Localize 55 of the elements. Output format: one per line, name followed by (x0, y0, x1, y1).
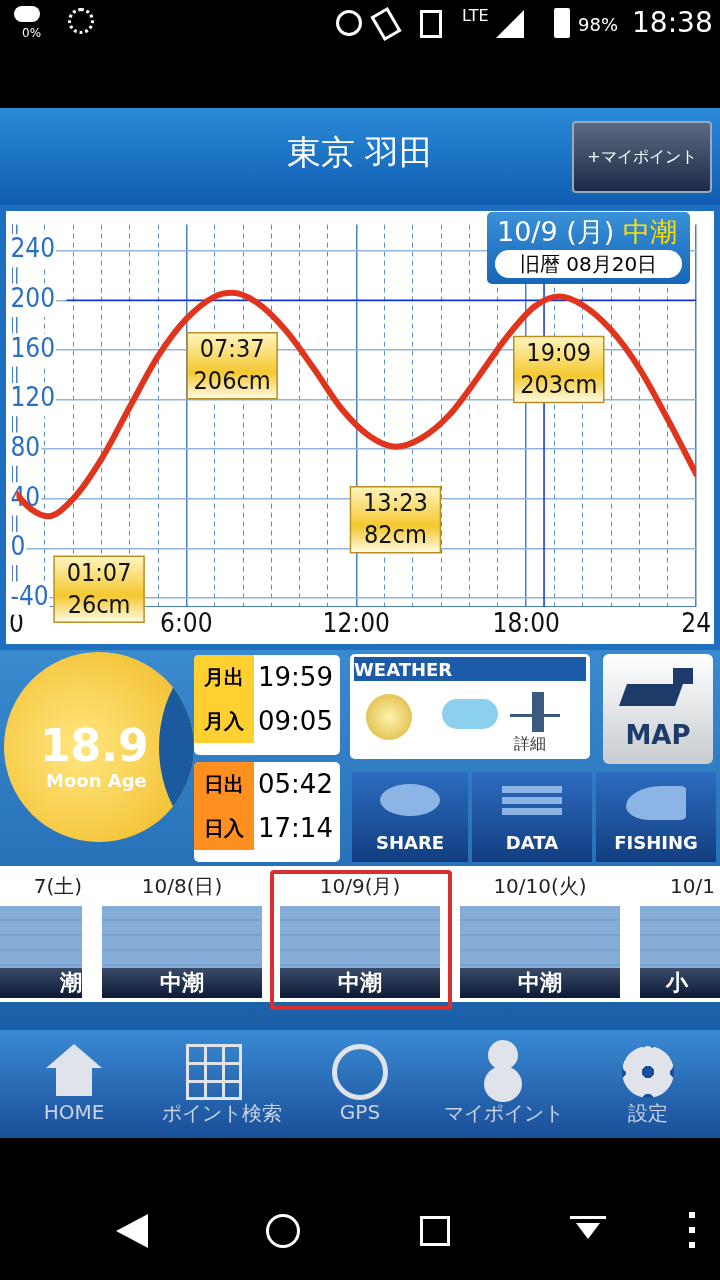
y-tick-label: 0 (10, 531, 26, 562)
annotation: 01:07 26cm (66, 557, 132, 619)
chart-title: 東京 羽田 (286, 132, 434, 172)
text: 10/1 (669, 873, 716, 900)
text: Moon Age (46, 770, 147, 791)
text: 潮 (0, 968, 82, 998)
annotation: 07:37 206cm (193, 334, 271, 396)
text: マイポイント (443, 1100, 565, 1127)
y-tick-label: 80 (10, 431, 41, 462)
text: FISHING (613, 832, 699, 853)
annotation: 10/9 (月) (497, 216, 615, 247)
y-tick-label: 120 (10, 382, 56, 413)
text: GPS (338, 1100, 382, 1124)
text: 19:59 (258, 662, 333, 692)
text: 月入 (194, 699, 254, 743)
annotation: 中潮 (622, 216, 677, 247)
text: 設定 (627, 1100, 669, 1127)
text: HOME (42, 1100, 106, 1124)
annotation: 19:09 203cm (520, 338, 598, 400)
text: 0% (22, 26, 42, 40)
text: 小 (640, 968, 720, 998)
x-tick-label: 12:00 (322, 608, 390, 639)
text: WEATHER (354, 657, 586, 681)
text: 10/8(日) (140, 873, 224, 900)
text: 中潮 (280, 968, 440, 998)
text: 18.9 (40, 720, 149, 771)
x-tick-label: 24 (681, 608, 711, 639)
text: DATA (504, 832, 560, 853)
annotation: 13:23 82cm (363, 488, 428, 550)
text: 98% (578, 14, 619, 35)
y-tick-label: 240 (10, 233, 56, 264)
text: 10/9(月) (318, 873, 402, 900)
text: 18:38 (632, 6, 713, 39)
text: MAP (624, 720, 692, 750)
text: 中潮 (460, 968, 620, 998)
annotation: 旧暦 08月20日 (495, 250, 682, 278)
x-tick-label: 18:00 (492, 608, 560, 639)
text: SHARE (374, 832, 446, 853)
y-tick-label: 200 (10, 283, 56, 314)
text: 日入 (194, 806, 254, 850)
text: 7(土) (32, 873, 82, 900)
text: ポイント検索 (161, 1100, 283, 1127)
y-tick-label: 160 (10, 332, 56, 363)
y-tick-label: -40 (10, 580, 49, 611)
text: 10/10(火) (492, 873, 588, 900)
text: 詳細 (514, 734, 546, 755)
text: +マイポイント (572, 121, 712, 193)
x-tick-label: 6:00 (160, 608, 213, 639)
text: 05:42 (258, 769, 333, 799)
text: 日出 (194, 762, 254, 806)
text: 月出 (194, 655, 254, 699)
text: LTE (462, 6, 489, 25)
text: 中潮 (102, 968, 262, 998)
text: 17:14 (258, 813, 333, 843)
text: 09:05 (258, 706, 333, 736)
